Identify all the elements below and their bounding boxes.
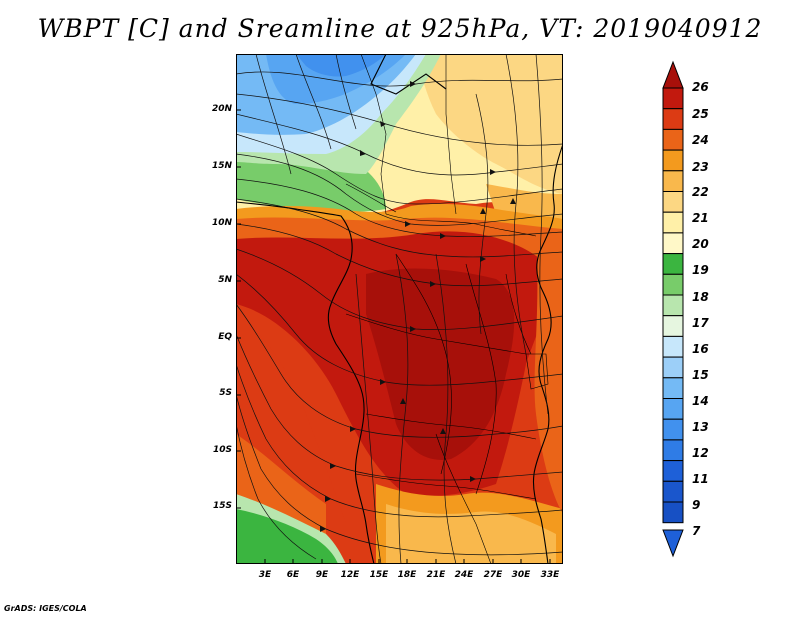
colorbar-seg-17-18 <box>662 253 684 275</box>
streamline-arrows <box>320 81 516 532</box>
lon-label-24e: 24E <box>454 570 474 580</box>
lon-label-30e: 30E <box>511 570 531 580</box>
colorbar-seg-9-11 <box>662 398 684 420</box>
lon-label-21e: 21E <box>426 570 446 580</box>
lat-label-5n: 5N <box>218 275 232 285</box>
colorbar-seg-13-14 <box>662 335 684 358</box>
colorbar-seg-lowest <box>662 460 684 482</box>
colorbar-label-17: 17 <box>692 316 709 330</box>
colorbar-seg-16-17 <box>662 273 684 296</box>
colorbar-label-9: 9 <box>692 498 701 512</box>
footer-credit: GrADS: IGES/COLA <box>4 604 87 613</box>
streamlines <box>236 54 563 564</box>
lon-label-27e: 27E <box>483 570 503 580</box>
colorbar-label-18: 18 <box>692 290 709 304</box>
colorbar-seg-18-19 <box>662 232 684 255</box>
colorbar-label-19: 19 <box>692 263 709 277</box>
colorbar-seg-23-24 <box>662 128 684 151</box>
wbpt-fill-20-21 <box>416 54 563 194</box>
colorbar-label-7: 7 <box>692 524 701 538</box>
colorbar-seg-24-25 <box>662 108 684 130</box>
wbpt-fill-gt26 <box>366 268 515 460</box>
colorbar-seg-21-22 <box>662 170 684 193</box>
wbpt-fill-9-11 <box>296 54 386 77</box>
wbpt-fill-11-12 <box>266 54 406 104</box>
wbpt-fill-21-22-south <box>386 504 556 564</box>
lat-label-eq: EQ <box>218 332 232 342</box>
colorbar-label-12: 12 <box>692 446 709 460</box>
colorbar-label-13: 13 <box>692 420 709 434</box>
lat-label-15s: 15S <box>212 501 232 511</box>
colorbar-seg-lowest-3 <box>662 501 684 524</box>
colorbar-seg-15-16 <box>662 294 684 317</box>
colorbar-label-20: 20 <box>692 237 709 251</box>
country-borders <box>345 54 549 564</box>
colorbar-seg-14-15 <box>662 315 684 337</box>
colorbar-bottom-triangle <box>662 529 684 558</box>
colorbar-label-22: 22 <box>692 185 709 199</box>
colorbar-label-16: 16 <box>692 342 709 356</box>
lat-label-15n: 15N <box>211 161 232 171</box>
wbpt-fill-18-19-sw <box>236 509 338 564</box>
colorbar-seg-7-9 <box>662 418 684 441</box>
lon-label-18e: 18E <box>397 570 417 580</box>
map-border <box>236 54 563 564</box>
wbpt-fill-23-24-east <box>534 234 563 514</box>
colorbar-seg-19-20 <box>662 211 684 234</box>
lon-label-9e: 9E <box>315 570 329 580</box>
colorbar-label-24: 24 <box>692 133 709 147</box>
lat-label-10s: 10S <box>212 445 232 455</box>
colorbar-seg-11-12 <box>662 377 684 399</box>
colorbar-seg-12-13 <box>662 356 684 379</box>
colorbar-seg-lowest-2 <box>662 480 684 503</box>
lon-label-15e: 15E <box>369 570 389 580</box>
lat-label-20n: 20N <box>211 104 232 114</box>
lon-label-33e: 33E <box>540 570 560 580</box>
lat-label-10n: 10N <box>211 218 232 228</box>
colorbar-label-23: 23 <box>692 160 709 174</box>
chart-title: WBPT [C] and Sreamline at 925hPa, VT: 20… <box>37 14 763 43</box>
coastline <box>236 54 563 564</box>
colorbar-seg-lt7 <box>662 439 684 462</box>
colorbar-top-triangle <box>662 60 684 89</box>
lon-label-3e: 3E <box>258 570 272 580</box>
colorbar-label-14: 14 <box>692 394 709 408</box>
colorbar-seg-25-26 <box>662 87 684 110</box>
colorbar-label-15: 15 <box>692 368 709 382</box>
colorbar-label-25: 25 <box>692 107 709 121</box>
colorbar-seg-20-21 <box>662 191 684 213</box>
lon-label-6e: 6E <box>286 570 300 580</box>
lon-label-12e: 12E <box>340 570 360 580</box>
lat-label-5s: 5S <box>219 388 232 398</box>
colorbar-label-21: 21 <box>692 211 709 225</box>
map-plot <box>236 54 563 564</box>
colorbar-label-11: 11 <box>692 472 709 486</box>
colorbar-seg-22-23 <box>662 149 684 172</box>
colorbar-label-26: 26 <box>692 80 709 94</box>
